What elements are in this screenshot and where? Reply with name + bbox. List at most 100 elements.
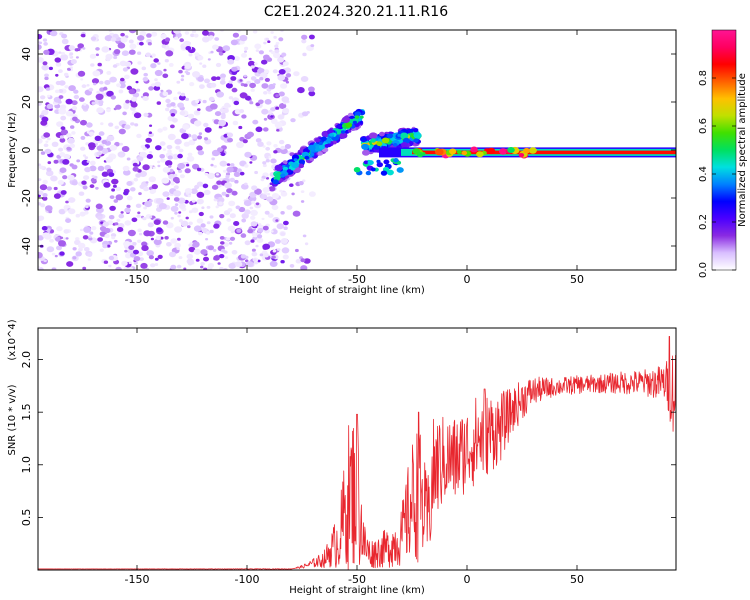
noise-blob [196, 218, 204, 224]
noise-blob [281, 96, 290, 103]
noise-blob [225, 172, 231, 176]
noise-blob [222, 108, 229, 114]
noise-blob [196, 145, 203, 151]
noise-blob [162, 91, 169, 97]
noise-blob [177, 91, 182, 95]
noise-blob [219, 160, 228, 167]
noise-blob [310, 44, 315, 48]
snr-ticks: -150 -100 -50 0 50 0.5 1.0 1.5 2.0 [20, 328, 676, 586]
noise-blob [218, 52, 224, 56]
noise-blob [179, 110, 186, 116]
noise-blob [124, 74, 130, 80]
noise-blob [38, 34, 43, 40]
noise-blob [88, 87, 94, 92]
noise-blob [264, 77, 270, 82]
noise-blob [38, 235, 44, 241]
noise-blob [166, 197, 170, 200]
noise-blob [46, 103, 54, 110]
noise-blob [254, 62, 258, 66]
noise-blob [225, 174, 230, 179]
noise-blob [67, 174, 75, 181]
noise-blob [65, 218, 72, 224]
noise-blob [137, 228, 142, 233]
noise-blob [75, 237, 80, 241]
echo-1-blob [317, 151, 324, 156]
noise-blob [263, 117, 268, 121]
noise-blob [91, 101, 96, 105]
noise-blob [242, 139, 248, 144]
noise-blob [136, 133, 142, 139]
noise-blob [221, 77, 226, 81]
noise-blob [95, 53, 99, 57]
snr-ytick-label: 2.0 [20, 351, 33, 369]
noise-blob [251, 251, 258, 257]
noise-blob [213, 255, 220, 261]
noise-blob [297, 87, 305, 94]
noise-blob [203, 256, 209, 262]
noise-blob [228, 80, 233, 84]
noise-blob [103, 227, 111, 234]
noise-blob [82, 235, 89, 240]
noise-blob [44, 76, 49, 81]
noise-blob [73, 94, 80, 100]
noise-blob [202, 183, 209, 189]
noise-blob [53, 193, 61, 199]
noise-blob [283, 226, 288, 230]
noise-blob [251, 185, 258, 191]
snr-xtick-label: 50 [570, 573, 584, 586]
noise-blob [66, 133, 72, 138]
spectrogram-ytick-label: 40 [20, 47, 33, 61]
noise-blob [58, 80, 66, 86]
noise-blob [151, 31, 158, 37]
noise-blob [77, 47, 81, 50]
noise-blob [174, 211, 178, 215]
noise-blob [162, 148, 167, 151]
noise-blob [244, 182, 248, 186]
noise-blob [167, 133, 176, 141]
noise-blob [258, 50, 264, 55]
noise-blob [136, 214, 141, 218]
noise-blob [220, 152, 226, 157]
noise-blob [87, 258, 91, 261]
noise-blob [43, 259, 47, 263]
noise-blob [155, 145, 162, 151]
noise-blob [239, 34, 248, 42]
noise-blob [196, 181, 204, 187]
noise-blob [194, 52, 200, 57]
noise-blob [58, 208, 66, 215]
figure-title: C2E1.2024.320.21.11.R16 [264, 4, 448, 20]
noise-blob [211, 184, 219, 190]
noise-blob [172, 176, 180, 183]
noise-blob [80, 119, 87, 126]
noise-blob [136, 88, 141, 92]
noise-blob [56, 245, 62, 251]
noise-blob [195, 258, 200, 262]
noise-blob [263, 91, 268, 95]
noise-blob [280, 191, 288, 197]
noise-blob [134, 123, 139, 127]
noise-blob [149, 124, 153, 127]
snr-xtick-label: -100 [235, 573, 260, 586]
noise-blob [222, 114, 226, 118]
noise-blob [38, 215, 45, 221]
noise-blob [177, 162, 185, 170]
noise-blob [250, 65, 255, 69]
noise-blob [249, 82, 256, 89]
noise-blob [58, 69, 63, 73]
noise-blob [257, 228, 264, 233]
noise-blob [66, 146, 72, 151]
noise-blob [135, 203, 142, 208]
noise-blob [117, 223, 125, 229]
noise-blob [61, 51, 65, 56]
noise-blob [193, 248, 201, 255]
noise-blob [225, 256, 229, 259]
noise-blob [188, 139, 196, 146]
noise-blob [225, 82, 233, 89]
noise-blob [105, 156, 113, 163]
noise-blob [187, 194, 191, 198]
noise-blob [275, 106, 280, 110]
noise-blob [44, 148, 52, 155]
noise-blob [178, 148, 184, 153]
noise-blob [240, 254, 247, 259]
noise-blob [38, 101, 42, 106]
